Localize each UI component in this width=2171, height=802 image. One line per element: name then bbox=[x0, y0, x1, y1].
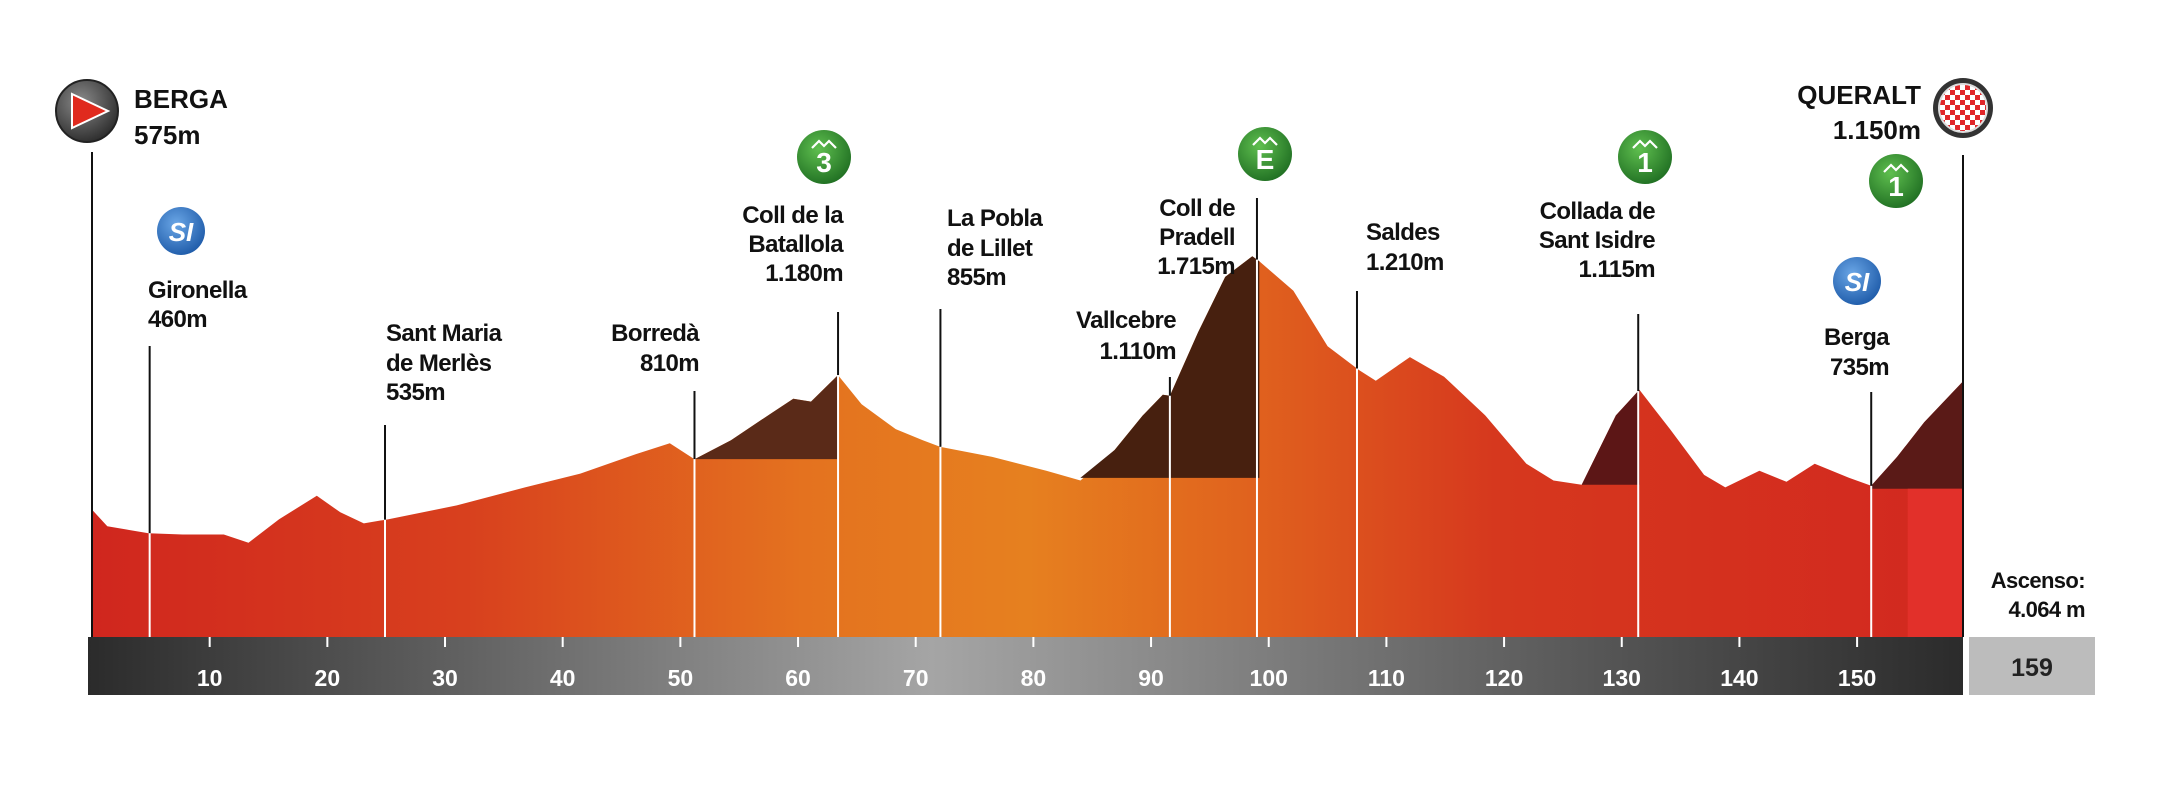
sprint-badge-icon: SI bbox=[157, 207, 205, 255]
tick-label: 150 bbox=[1838, 665, 1876, 691]
start-icon bbox=[55, 79, 119, 143]
total-distance-label: 159 bbox=[2011, 654, 2053, 682]
svg-text:735m: 735m bbox=[1830, 354, 1889, 381]
elevation-profile-area bbox=[92, 256, 1963, 637]
svg-text:535m: 535m bbox=[386, 379, 445, 406]
svg-text:Vallcebre: Vallcebre bbox=[1076, 307, 1176, 334]
kom-cat1-finish-badge-icon: 1 bbox=[1869, 154, 1923, 208]
tick-label: 120 bbox=[1485, 665, 1523, 691]
kom-cat3-badge-icon: 3 bbox=[797, 130, 851, 184]
start-name: BERGA bbox=[134, 84, 228, 114]
svg-text:Borredà: Borredà bbox=[611, 320, 700, 347]
tick-label: 80 bbox=[1021, 665, 1047, 691]
tick-label: 70 bbox=[903, 665, 929, 691]
tick-label: 50 bbox=[668, 665, 694, 691]
climb-segments bbox=[694, 256, 1963, 489]
svg-text:1.110m: 1.110m bbox=[1100, 338, 1176, 365]
waypoint-lines bbox=[91, 152, 1964, 637]
climb-segment bbox=[1581, 389, 1640, 485]
axis-ticks: 10 20 30 40 50 60 70 80 90 100 110 120 130 140 150 bbox=[197, 637, 1876, 691]
climb-segment bbox=[1871, 381, 1963, 489]
waypoint-la-pobla-de-lillet: La Pobla de Lillet 855m bbox=[947, 205, 1044, 291]
svg-text:1.210m: 1.210m bbox=[1366, 249, 1444, 276]
tick-label: 10 bbox=[197, 665, 223, 691]
svg-text:Gironella: Gironella bbox=[148, 277, 248, 304]
svg-text:Sant Isidre: Sant Isidre bbox=[1539, 227, 1655, 254]
tick-label: 20 bbox=[315, 665, 341, 691]
svg-text:460m: 460m bbox=[148, 306, 207, 333]
waypoint-vallcebre: Vallcebre 1.110m bbox=[1076, 307, 1177, 365]
svg-text:SI: SI bbox=[169, 217, 194, 247]
svg-text:3: 3 bbox=[816, 147, 832, 178]
svg-text:Sant Maria: Sant Maria bbox=[386, 320, 503, 347]
finish-name: QUERALT bbox=[1797, 80, 1921, 110]
svg-text:Collada de: Collada de bbox=[1540, 198, 1656, 225]
distance-axis bbox=[88, 637, 1963, 695]
finish-checkered-icon bbox=[1933, 78, 1993, 138]
waypoint-gironella: Gironella 460m bbox=[148, 277, 248, 333]
start-elevation: 575m bbox=[134, 120, 201, 150]
svg-text:SI: SI bbox=[1845, 267, 1870, 297]
svg-text:1.115m: 1.115m bbox=[1579, 256, 1655, 283]
climb-segment bbox=[1080, 256, 1260, 478]
tick-label: 140 bbox=[1720, 665, 1758, 691]
total-distance-box bbox=[1969, 637, 2095, 695]
tick-label: 130 bbox=[1603, 665, 1641, 691]
waypoint-sant-maria-de-merles: Sant Maria de Merlès 535m bbox=[386, 320, 503, 406]
ascent-value: 4.064 m bbox=[2008, 597, 2085, 622]
svg-text:de Lillet: de Lillet bbox=[947, 235, 1033, 262]
svg-text:La Pobla: La Pobla bbox=[947, 205, 1043, 232]
svg-text:810m: 810m bbox=[640, 350, 699, 377]
svg-text:Batallola: Batallola bbox=[748, 231, 844, 258]
waypoint-borreda: Borredà 810m bbox=[611, 320, 701, 377]
svg-text:Pradell: Pradell bbox=[1159, 224, 1235, 251]
waypoint-saldes: Saldes 1.210m bbox=[1366, 219, 1444, 276]
svg-text:1: 1 bbox=[1637, 147, 1653, 178]
tick-label: 40 bbox=[550, 665, 576, 691]
waypoint-coll-de-pradell: Coll de Pradell 1.715m bbox=[1157, 195, 1236, 280]
svg-text:Coll de: Coll de bbox=[1159, 195, 1235, 222]
tick-label: 90 bbox=[1138, 665, 1164, 691]
kom-cat1-badge-icon: 1 bbox=[1618, 130, 1672, 184]
tick-label: 60 bbox=[785, 665, 811, 691]
sprint-badge-icon: SI bbox=[1833, 257, 1881, 305]
svg-text:Berga: Berga bbox=[1824, 324, 1890, 351]
svg-text:Coll de la: Coll de la bbox=[742, 202, 844, 229]
waypoint-berga: Berga 735m bbox=[1824, 324, 1891, 381]
kom-especial-badge-icon: E bbox=[1238, 127, 1292, 181]
tick-label: 110 bbox=[1368, 665, 1405, 691]
svg-text:855m: 855m bbox=[947, 264, 1006, 291]
svg-text:1.180m: 1.180m bbox=[765, 260, 843, 287]
tick-label: 30 bbox=[432, 665, 458, 691]
svg-text:Saldes: Saldes bbox=[1366, 219, 1440, 246]
waypoint-coll-de-la-batallola: Coll de la Batallola 1.180m bbox=[742, 202, 845, 287]
svg-text:E: E bbox=[1256, 144, 1275, 175]
finish-elevation: 1.150m bbox=[1833, 115, 1921, 145]
tick-label: 100 bbox=[1250, 665, 1288, 691]
final-km-segment bbox=[1907, 488, 1963, 637]
svg-text:1: 1 bbox=[1888, 171, 1904, 202]
ascent-label: Ascenso: bbox=[1991, 568, 2085, 593]
climb-segment bbox=[694, 375, 839, 460]
svg-text:1.715m: 1.715m bbox=[1157, 253, 1235, 280]
svg-text:de Merlès: de Merlès bbox=[386, 350, 492, 377]
waypoint-collada-de-sant-isidre: Collada de Sant Isidre 1.115m bbox=[1539, 198, 1656, 283]
